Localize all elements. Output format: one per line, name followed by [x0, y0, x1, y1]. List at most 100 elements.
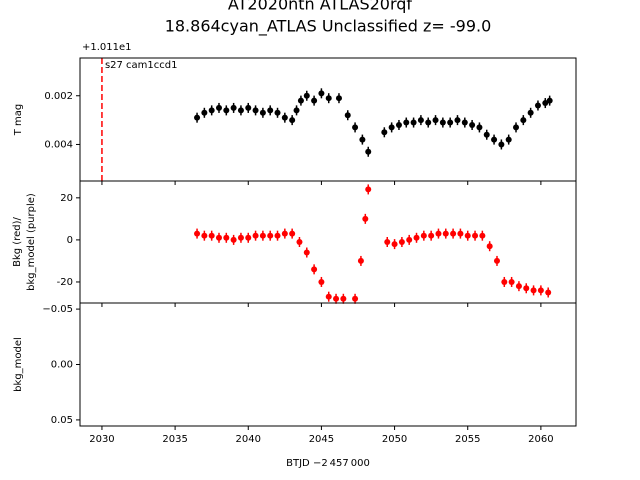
- data-point: [410, 119, 417, 126]
- data-point: [546, 97, 553, 104]
- data-point: [281, 230, 288, 237]
- data-point: [215, 234, 222, 241]
- data-point: [340, 295, 347, 302]
- data-point: [223, 107, 230, 114]
- data-point: [381, 129, 388, 136]
- data-point: [362, 215, 369, 222]
- y-axis-label: T mag: [13, 104, 24, 137]
- data-point: [447, 119, 454, 126]
- data-point: [303, 92, 310, 99]
- data-point: [542, 100, 549, 107]
- y-tick-label: -20: [57, 277, 73, 288]
- data-point: [296, 239, 303, 245]
- y-tick-label: 20: [60, 193, 73, 204]
- data-point: [432, 117, 439, 124]
- data-point: [398, 239, 405, 245]
- y-tick-label: 0: [67, 235, 73, 246]
- axes-frame: [79, 180, 577, 304]
- data-point: [508, 278, 515, 285]
- axes-frame: [79, 302, 577, 427]
- data-point: [215, 104, 222, 111]
- data-point: [450, 230, 457, 237]
- data-point: [318, 90, 325, 97]
- x-tick-label: 2030: [89, 434, 114, 445]
- data-point: [352, 124, 359, 131]
- data-point: [245, 104, 252, 111]
- x-axis-label: BTJD −2 457 000: [286, 458, 370, 469]
- data-point: [505, 136, 512, 143]
- offset-text: +1.011e1: [82, 42, 132, 53]
- y-tick-label: 0.00: [51, 360, 73, 371]
- data-point: [252, 107, 259, 114]
- data-point: [281, 114, 288, 121]
- data-point: [391, 241, 398, 248]
- data-point: [194, 114, 201, 121]
- data-point: [435, 230, 442, 237]
- data-point: [469, 121, 476, 128]
- title: AT2020ntn ATLAS20rqf: [228, 0, 413, 14]
- data-point: [289, 117, 296, 124]
- data-point: [303, 249, 310, 256]
- data-point: [352, 295, 359, 302]
- y-axis-label: bkg_model: [13, 337, 24, 392]
- data-point: [413, 234, 420, 241]
- data-point: [267, 107, 274, 114]
- data-point: [237, 107, 244, 114]
- data-point: [406, 236, 413, 243]
- data-point: [318, 278, 325, 285]
- data-point: [289, 230, 296, 237]
- data-point: [297, 97, 304, 104]
- data-point: [325, 95, 332, 102]
- data-point: [493, 257, 500, 264]
- data-point: [403, 119, 410, 126]
- data-point: [464, 232, 471, 239]
- x-tick-label: 2040: [236, 434, 261, 445]
- data-point: [201, 232, 208, 239]
- data-point: [252, 232, 259, 239]
- data-point: [454, 117, 461, 124]
- axes-frame: [79, 57, 577, 182]
- data-point: [486, 243, 493, 250]
- x-tick-label: 2050: [382, 434, 407, 445]
- data-point: [201, 109, 208, 116]
- data-point: [344, 112, 351, 119]
- data-point: [537, 287, 544, 294]
- data-point: [520, 117, 527, 124]
- data-point: [359, 136, 366, 143]
- data-point: [442, 230, 449, 237]
- data-point: [365, 148, 372, 155]
- data-point: [420, 232, 427, 239]
- x-tick-label: 2060: [528, 434, 553, 445]
- data-point: [395, 121, 402, 128]
- data-point: [245, 234, 252, 241]
- annotation: s27 cam1ccd1: [105, 60, 178, 71]
- data-point: [259, 232, 266, 239]
- y-tick-label: −0.05: [42, 304, 73, 315]
- data-point: [530, 287, 537, 294]
- data-point: [534, 102, 541, 109]
- data-point: [476, 124, 483, 131]
- data-point: [527, 109, 534, 116]
- y-tick-label: 0.05: [51, 415, 73, 426]
- data-point: [208, 107, 215, 114]
- data-point: [417, 117, 424, 124]
- data-point: [357, 257, 364, 264]
- data-point: [194, 230, 201, 237]
- data-point: [335, 95, 342, 102]
- data-point: [237, 234, 244, 241]
- data-point: [388, 124, 395, 131]
- data-point: [498, 141, 505, 148]
- data-point: [230, 236, 237, 243]
- data-point: [483, 131, 490, 138]
- data-point: [457, 230, 464, 237]
- data-point: [461, 119, 468, 126]
- data-point: [515, 283, 522, 290]
- data-point: [259, 109, 266, 116]
- y-axis-label: Bkg (red)/bkg_model (purple): [12, 193, 37, 291]
- data-point: [267, 232, 274, 239]
- data-point: [479, 232, 486, 239]
- data-point: [425, 119, 432, 126]
- data-point: [274, 109, 281, 116]
- data-point: [293, 107, 300, 114]
